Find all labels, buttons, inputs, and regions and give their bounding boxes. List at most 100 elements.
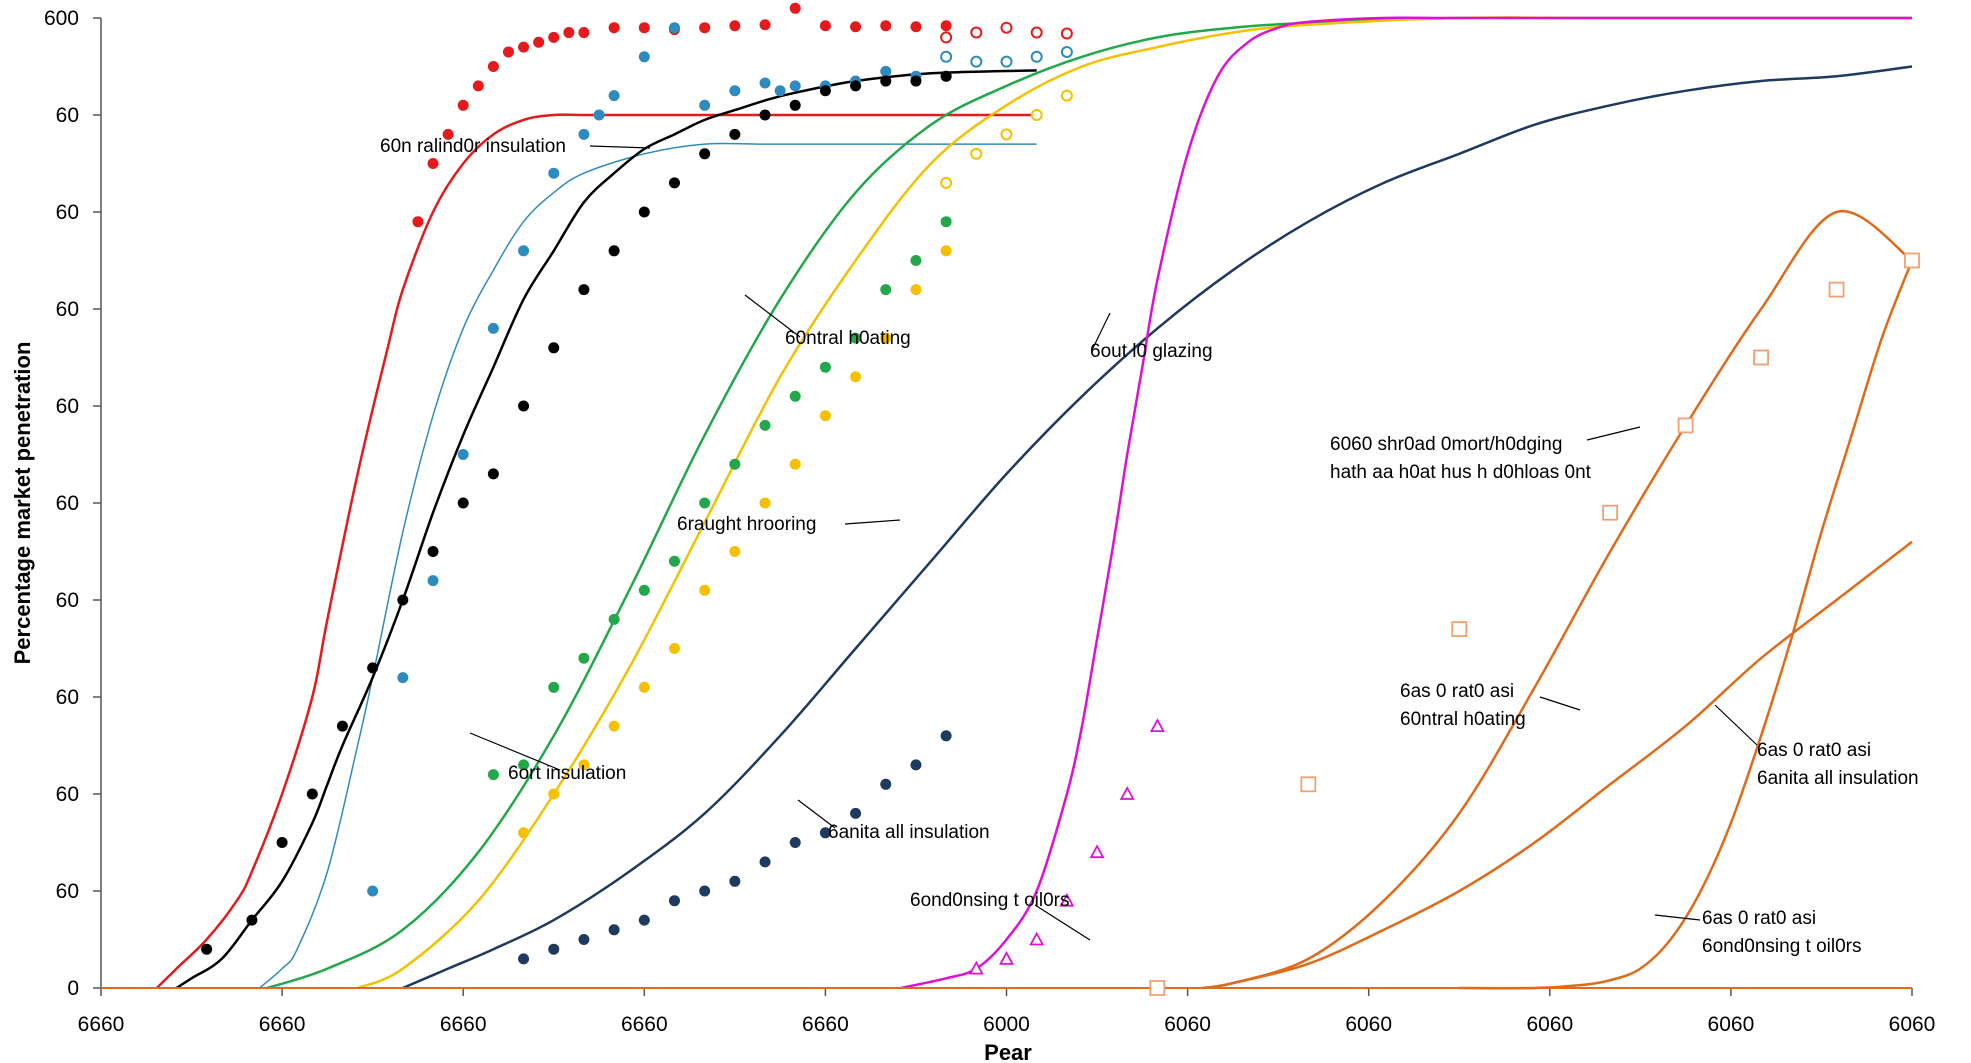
- glazing-points-point: [578, 759, 590, 771]
- label-central-heating: 60ntral h0ating: [785, 328, 911, 349]
- loft-points-main-point: [940, 20, 952, 32]
- draught-points-point: [850, 332, 862, 344]
- condensing-triangles-point: [998, 951, 1015, 965]
- x-ticks: 6660 6660 6660 6660 6660 6000 6060 6060 6060 6060…: [78, 988, 1935, 1036]
- loft-open-point: [970, 26, 983, 39]
- condensing-triangles-point: [968, 960, 984, 975]
- ch-points-point: [548, 342, 560, 354]
- wall-points-point: [457, 449, 469, 460]
- label-loft: 60n ralind0r insulation: [380, 136, 566, 157]
- wall-points-point: [427, 575, 439, 587]
- draught-points-point: [487, 769, 499, 781]
- draught-points-point: [638, 584, 650, 596]
- heat-pump-squares-point: [1300, 776, 1317, 793]
- draught-points-point: [518, 759, 530, 771]
- x-tick-label: 6660: [802, 1013, 849, 1036]
- loft-points-main-point: [819, 20, 831, 32]
- x-tick-label: 6660: [621, 1013, 668, 1036]
- ch-points-point: [397, 594, 409, 606]
- wall-open-point: [1030, 50, 1043, 63]
- ch-points-point: [246, 914, 258, 926]
- heat-pump-squares-point: [1602, 504, 1619, 521]
- leader-line: [1091, 312, 1111, 351]
- ch-points-point: [306, 788, 318, 800]
- loft-points-main-point: [502, 46, 514, 58]
- label-draught: 6raught hrooring: [677, 514, 816, 535]
- wall-open-point: [940, 50, 953, 63]
- wall-points-point: [593, 109, 605, 121]
- cavity-points-point: [518, 953, 530, 965]
- wall-points-point: [397, 672, 409, 684]
- y-tick-label: 60: [56, 395, 79, 418]
- x-tick-label: 6060: [1708, 1013, 1755, 1036]
- leader-line: [1539, 696, 1581, 711]
- condensing-curve: [900, 16, 1912, 990]
- loft-points-main-point: [638, 22, 650, 34]
- wall-open-point: [970, 55, 983, 68]
- label-wall: 6ort insulation: [508, 763, 626, 784]
- draught-points-point: [729, 458, 741, 470]
- glazing-open-point: [1000, 128, 1013, 141]
- glazing-points-point: [668, 643, 680, 654]
- wall-curve: [259, 142, 1037, 989]
- glazing-points-point: [819, 410, 831, 422]
- cavity-points-point: [729, 875, 741, 887]
- ch-points-point: [819, 85, 831, 97]
- loft-points-main-point: [548, 31, 560, 43]
- curve-layer: [101, 16, 1914, 990]
- loft-points-main-point: [457, 99, 469, 111]
- glazing-points-point: [638, 681, 650, 693]
- y-tick-label: 0: [67, 977, 79, 1000]
- wall-points-point: [668, 22, 680, 34]
- y-ticks: 0 60 60 60 60 60 60 60 60 60 600: [44, 7, 101, 1000]
- ch-points-point: [940, 70, 952, 82]
- cavity-points-point: [578, 934, 590, 945]
- y-tick-label: 60: [56, 298, 79, 321]
- wall-points-point: [729, 85, 741, 97]
- leader-line: [1654, 914, 1701, 921]
- label-condensing: 6ond0nsing t oil0rs: [910, 890, 1070, 911]
- y-tick-label: 60: [56, 686, 79, 709]
- loft-points-main-point: [789, 2, 801, 14]
- ch-points-point: [201, 943, 213, 955]
- label-gas-ch-1: 6as 0 rat0 asi: [1400, 681, 1514, 702]
- loft-points-main-point: [759, 19, 771, 31]
- cavity-points-point: [940, 730, 952, 742]
- wall-points-point: [880, 65, 892, 77]
- ch-points-point: [276, 837, 288, 848]
- loft-points-main-point: [910, 21, 922, 33]
- heat-pump-squares-point: [1828, 281, 1845, 298]
- marker-layer: [201, 2, 1920, 996]
- ch-points-point: [880, 75, 892, 87]
- draught-points-point: [699, 497, 711, 509]
- draught-points-point: [548, 681, 560, 693]
- glazing-points-point: [699, 584, 711, 596]
- cavity-points-point: [638, 914, 650, 926]
- cavity-points-point: [668, 895, 680, 907]
- loft-points-main-point: [608, 22, 620, 34]
- wall-points-point: [367, 885, 379, 897]
- wall-points-point: [699, 99, 711, 111]
- ch-points-point: [850, 80, 862, 92]
- condensing-triangles-point: [1119, 786, 1135, 800]
- loft-points-main-point: [880, 20, 892, 32]
- glazing-points-point: [759, 497, 771, 509]
- draught-points-point: [880, 284, 892, 296]
- ch-points-point: [487, 468, 499, 480]
- loft-open-point: [940, 31, 953, 44]
- label-double-glazing: 6out l0 glazing: [1090, 341, 1213, 362]
- ch-points-point: [578, 284, 590, 296]
- wall-points-point: [487, 322, 499, 334]
- y-tick-label: 60: [56, 201, 79, 224]
- ch-points-point: [518, 400, 530, 412]
- x-tick-label: 6660: [78, 1013, 125, 1036]
- cavity-points-point: [699, 885, 711, 897]
- glazing-points-point: [910, 284, 922, 296]
- heat-pump-squares-point: [1677, 417, 1694, 434]
- glazing-open-point: [940, 176, 953, 189]
- draught-points-point: [759, 419, 771, 431]
- leader-line: [744, 294, 801, 338]
- ch-points-point: [638, 206, 650, 218]
- label-gas-cav-1: 6as 0 rat0 asi: [1757, 740, 1871, 761]
